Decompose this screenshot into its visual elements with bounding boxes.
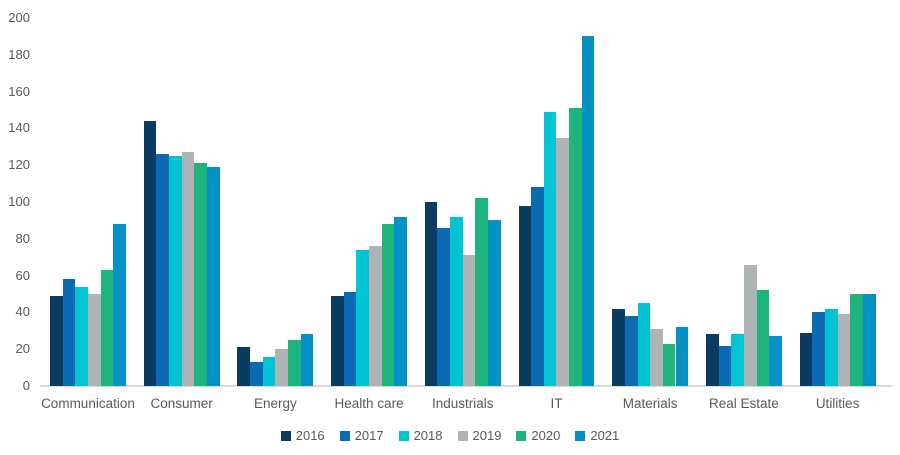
y-tick-label: 200 — [8, 10, 30, 25]
legend-label: 2016 — [295, 428, 325, 443]
bar-2020-materials — [662, 343, 676, 386]
bar-2019-materials — [650, 328, 663, 386]
bar-2018-industrials — [450, 216, 463, 386]
bar-2016-real-estate — [705, 334, 719, 386]
y-tick-label: 0 — [22, 378, 30, 393]
bar-2016-communication — [50, 295, 63, 386]
bar-2020-it — [569, 108, 582, 386]
bar-2021-utilities — [862, 294, 876, 386]
bar-2020-health-care — [381, 224, 395, 386]
bar-2020-utilities — [850, 294, 863, 386]
bar-2018-communication — [75, 286, 88, 386]
bar-2021-industrials — [488, 220, 501, 386]
x-axis-baseline — [40, 385, 893, 387]
bar-2017-industrials — [437, 227, 451, 386]
x-category-label: Materials — [622, 396, 678, 411]
legend-swatch-icon — [398, 430, 409, 441]
bar-2020-industrials — [475, 198, 489, 386]
bar-2021-health-care — [394, 216, 408, 386]
bar-2021-real-estate — [769, 336, 782, 386]
x-category-label: Utilities — [815, 396, 860, 411]
x-category-label: Health care — [334, 396, 404, 411]
bar-2019-industrials — [462, 255, 476, 386]
x-category-label: Communication — [41, 396, 135, 411]
y-tick-label: 100 — [8, 194, 30, 209]
bar-2018-it — [543, 111, 557, 386]
legend-item-2020: 2020 — [516, 428, 560, 443]
y-tick-label: 180 — [8, 46, 30, 62]
x-category-label: Industrials — [432, 396, 494, 411]
bar-2017-materials — [624, 316, 638, 386]
bar-2017-energy — [250, 362, 263, 386]
bar-2018-materials — [637, 303, 651, 386]
bar-2019-utilities — [837, 314, 851, 386]
bar-2016-utilities — [799, 332, 813, 386]
bar-2020-consumer — [194, 163, 207, 386]
bar-2021-communication — [113, 224, 126, 386]
bar-2018-real-estate — [731, 334, 744, 386]
bar-2016-materials — [612, 308, 625, 386]
legend-label: 2018 — [413, 428, 443, 443]
bar-2019-health-care — [369, 246, 382, 386]
legend-label: 2021 — [590, 428, 620, 443]
bar-2018-utilities — [824, 308, 838, 386]
x-category-label: Consumer — [150, 396, 213, 411]
bar-2019-communication — [87, 294, 101, 386]
x-category-label: Real Estate — [708, 396, 779, 411]
bar-2016-consumer — [143, 121, 157, 386]
legend: 2016 2017 2018 2019 2020 2021 — [0, 428, 900, 443]
bar-2020-real-estate — [756, 290, 770, 386]
y-tick-label: 20 — [15, 341, 30, 357]
bar-2019-consumer — [181, 152, 195, 386]
bar-2016-energy — [237, 347, 251, 386]
x-category-label: IT — [550, 396, 563, 411]
bar-2016-industrials — [424, 202, 438, 386]
bar-2020-energy — [288, 340, 301, 386]
bar-2021-consumer — [207, 167, 220, 386]
legend-item-2018: 2018 — [398, 428, 443, 443]
x-category-label: Energy — [253, 396, 297, 411]
bar-2017-utilities — [812, 312, 825, 386]
y-tick-label: 80 — [15, 230, 30, 246]
bar-2018-health-care — [356, 249, 370, 386]
y-tick-label: 60 — [15, 267, 30, 283]
bar-2019-real-estate — [743, 264, 757, 386]
y-tick-label: 160 — [8, 83, 30, 99]
legend-swatch-icon — [516, 430, 527, 441]
bar-2018-consumer — [169, 156, 182, 386]
bar-2017-health-care — [343, 292, 357, 386]
bar-2016-health-care — [331, 295, 344, 386]
legend-item-2019: 2019 — [457, 428, 502, 443]
legend-swatch-icon — [280, 430, 291, 441]
legend-label: 2017 — [354, 428, 384, 443]
bar-2020-communication — [100, 270, 114, 386]
bar-2021-energy — [300, 334, 314, 386]
bar-2017-consumer — [156, 154, 170, 386]
bar-2016-it — [518, 205, 532, 386]
bar-2017-communication — [62, 279, 76, 386]
bar-2019-it — [556, 137, 570, 386]
bar-2019-energy — [275, 349, 289, 386]
bar-2017-it — [531, 187, 544, 386]
bar-2017-real-estate — [718, 345, 732, 386]
legend-item-2016: 2016 — [280, 428, 325, 443]
legend-swatch-icon — [457, 430, 468, 441]
bar-2021-it — [581, 36, 595, 386]
legend-item-2021: 2021 — [575, 428, 619, 443]
legend-label: 2019 — [472, 428, 502, 443]
bar-2018-energy — [262, 356, 276, 386]
bar-2021-materials — [675, 327, 689, 386]
legend-label: 2020 — [531, 428, 561, 443]
y-tick-label: 140 — [8, 120, 30, 136]
y-tick-label: 40 — [15, 304, 30, 320]
legend-item-2017: 2017 — [339, 428, 384, 443]
legend-swatch-icon — [575, 430, 586, 441]
y-tick-label: 120 — [8, 157, 30, 173]
legend-swatch-icon — [339, 430, 350, 441]
